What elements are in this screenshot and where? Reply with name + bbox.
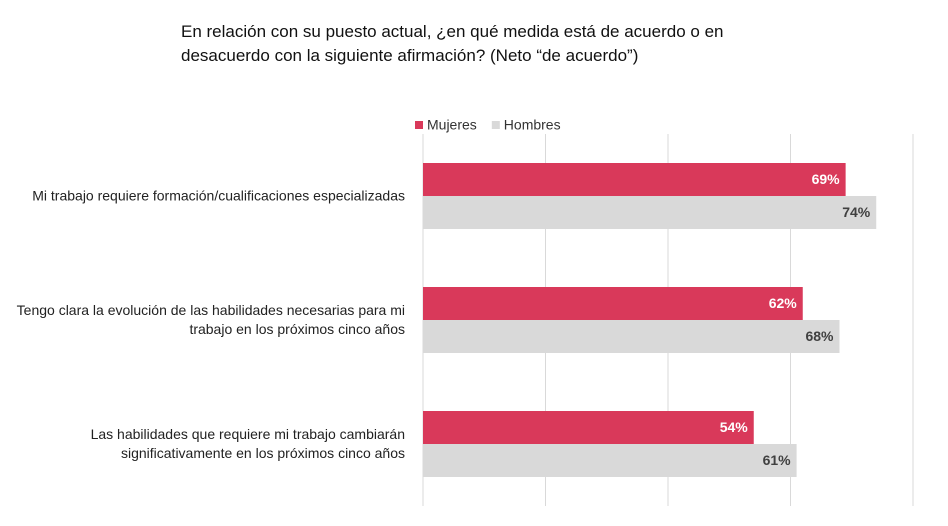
value-label: 74% — [842, 204, 871, 220]
value-label: 61% — [763, 452, 792, 468]
bar — [423, 444, 797, 477]
legend-label: Hombres — [504, 117, 561, 133]
value-label: 54% — [720, 419, 749, 435]
legend-swatch — [415, 121, 423, 129]
value-label: 62% — [769, 295, 798, 311]
bar — [423, 411, 754, 444]
value-label: 69% — [812, 171, 841, 187]
legend-label: Mujeres — [427, 117, 477, 133]
value-label: 68% — [805, 328, 834, 344]
legend-swatch — [491, 121, 500, 129]
bar — [423, 320, 840, 353]
y-tick-label: Las habilidades que requiere mi trabajo … — [90, 426, 405, 461]
chart-title: En relación con su puesto actual, ¿en qu… — [181, 22, 724, 65]
y-tick-label: Mi trabajo requiere formación/cualificac… — [32, 187, 405, 204]
bar — [423, 163, 846, 196]
bar — [423, 196, 877, 229]
bar — [423, 287, 803, 320]
y-tick-label: Tengo clara la evolución de las habilida… — [16, 302, 405, 337]
